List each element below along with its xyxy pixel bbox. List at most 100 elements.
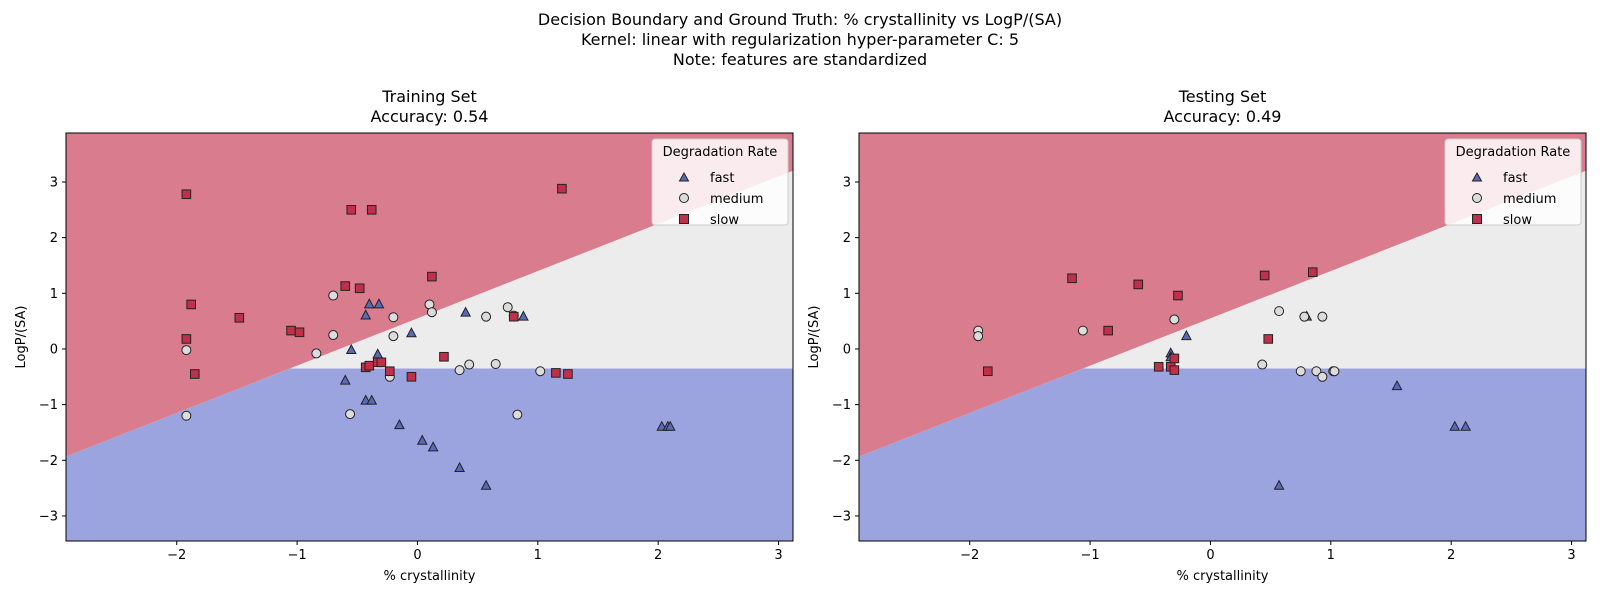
x-tick-label: −2 bbox=[960, 548, 979, 563]
fast-region bbox=[66, 368, 793, 541]
point-medium bbox=[328, 330, 339, 341]
x-tick-label: 2 bbox=[654, 548, 662, 563]
point-slow bbox=[286, 325, 296, 336]
point-slow bbox=[1153, 361, 1164, 372]
legend-entry-fast: fast bbox=[1471, 171, 1527, 186]
y-tick-label: 3 bbox=[843, 175, 851, 190]
x-tick-label: −1 bbox=[1081, 548, 1100, 563]
fast-region bbox=[859, 368, 1586, 541]
suptitle-line-3: Note: features are standardized bbox=[673, 50, 927, 69]
point-medium bbox=[512, 409, 523, 420]
legend-label-slow: slow bbox=[710, 213, 739, 228]
point-fast bbox=[1449, 420, 1461, 431]
point-medium bbox=[1317, 371, 1328, 382]
legend-marker-slow bbox=[679, 214, 689, 224]
legend-box bbox=[651, 138, 789, 226]
point-slow bbox=[1169, 365, 1180, 375]
training-set-panel: Training Set Accuracy: 0.54 −2 −1 0 1 2 3 −3−… bbox=[14, 87, 794, 584]
y-axis-ticks: −3 −2 −1 0 1 2 3 bbox=[39, 175, 66, 524]
point-slow bbox=[181, 189, 192, 200]
suptitle-line-1: Decision Boundary and Ground Truth: % cr… bbox=[538, 10, 1062, 29]
legend: Degradation Rate fast medium slow bbox=[1444, 138, 1582, 228]
point-fast bbox=[345, 343, 357, 354]
point-medium bbox=[388, 331, 399, 342]
legend-label-medium: medium bbox=[710, 192, 763, 207]
point-fast bbox=[393, 418, 405, 430]
y-tick-label: 0 bbox=[843, 342, 851, 357]
point-medium bbox=[426, 307, 437, 318]
point-slow bbox=[376, 357, 387, 368]
x-tick-label: −1 bbox=[288, 548, 307, 563]
point-slow bbox=[1103, 325, 1113, 336]
point-medium bbox=[1299, 311, 1310, 322]
point-fast bbox=[360, 309, 372, 320]
point-slow bbox=[189, 369, 200, 379]
slow-region bbox=[859, 133, 1586, 457]
point-medium bbox=[388, 312, 399, 323]
y-axis-label: LogP/(SA) bbox=[14, 306, 29, 369]
legend-marker-medium bbox=[1472, 193, 1482, 203]
y-tick-label: −1 bbox=[832, 398, 851, 413]
panel-title: Testing Set bbox=[1178, 87, 1267, 106]
point-slow bbox=[366, 205, 377, 215]
point-slow bbox=[557, 183, 567, 194]
suptitle: Decision Boundary and Ground Truth: % cr… bbox=[538, 10, 1062, 69]
point-medium bbox=[1169, 314, 1180, 325]
plot-frame bbox=[65, 132, 794, 542]
x-axis-ticks: −2 −1 0 1 2 3 bbox=[167, 541, 783, 563]
data-points bbox=[181, 183, 676, 490]
point-medium bbox=[1317, 311, 1328, 322]
point-slow bbox=[1259, 270, 1270, 281]
point-medium bbox=[311, 348, 322, 359]
x-tick-label: −2 bbox=[167, 548, 186, 563]
panel-title: Training Set bbox=[381, 87, 477, 106]
point-fast bbox=[1460, 420, 1472, 431]
y-tick-label: 1 bbox=[843, 287, 851, 302]
point-fast bbox=[416, 434, 428, 445]
point-medium bbox=[1077, 325, 1088, 336]
y-axis-ticks: −3 −2 −1 0 1 2 3 bbox=[832, 175, 859, 524]
x-tick-label: 0 bbox=[413, 548, 421, 563]
point-medium bbox=[345, 409, 356, 420]
y-tick-label: −1 bbox=[39, 398, 58, 413]
point-medium bbox=[181, 410, 192, 421]
legend-title: Degradation Rate bbox=[663, 145, 778, 160]
point-slow bbox=[234, 312, 245, 323]
legend-label-fast: fast bbox=[1503, 171, 1527, 186]
legend-marker-fast bbox=[1471, 171, 1483, 182]
point-slow bbox=[1263, 334, 1274, 344]
point-medium bbox=[973, 331, 984, 342]
point-fast bbox=[517, 310, 529, 321]
point-medium bbox=[181, 345, 192, 356]
point-slow bbox=[1173, 290, 1183, 301]
point-medium bbox=[502, 302, 513, 313]
legend-label-fast: fast bbox=[710, 171, 734, 186]
legend-entry-fast: fast bbox=[678, 171, 734, 186]
legend-marker-slow bbox=[1472, 214, 1482, 224]
point-slow bbox=[1307, 267, 1318, 277]
y-tick-label: 2 bbox=[843, 231, 851, 246]
point-fast bbox=[1180, 329, 1192, 341]
y-tick-label: 3 bbox=[50, 175, 58, 190]
point-slow bbox=[551, 368, 561, 378]
point-medium bbox=[481, 311, 492, 322]
legend-box bbox=[1444, 138, 1582, 226]
point-medium bbox=[535, 366, 546, 377]
legend: Degradation Rate fast medium slow bbox=[651, 138, 789, 228]
point-slow bbox=[354, 283, 365, 294]
panel-subtitle: Accuracy: 0.49 bbox=[1164, 107, 1282, 126]
point-fast bbox=[480, 479, 492, 490]
legend-marker-medium bbox=[679, 193, 689, 203]
point-fast bbox=[664, 420, 676, 431]
y-axis-label: LogP/(SA) bbox=[807, 306, 822, 369]
y-tick-label: −3 bbox=[832, 509, 851, 524]
x-tick-label: 1 bbox=[1327, 548, 1335, 563]
point-medium bbox=[490, 358, 501, 369]
point-slow bbox=[294, 327, 305, 338]
x-axis-label: % crystallinity bbox=[1177, 569, 1269, 584]
x-tick-label: 0 bbox=[1206, 548, 1214, 563]
point-fast bbox=[339, 374, 351, 385]
point-fast bbox=[406, 327, 417, 338]
point-medium bbox=[1329, 366, 1340, 377]
